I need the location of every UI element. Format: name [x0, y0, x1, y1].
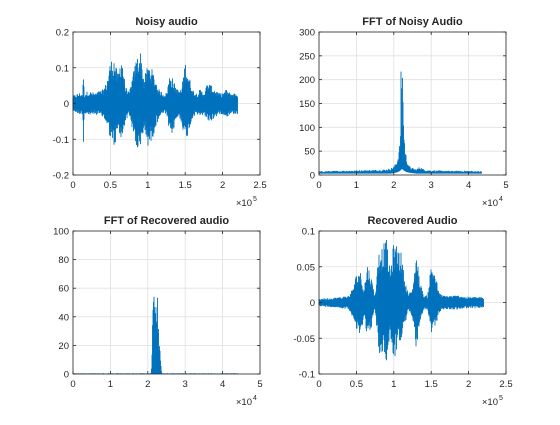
x-tick-label: 0: [316, 379, 321, 390]
x-tick-label: 1.5: [179, 180, 192, 191]
x-tick-label: 5: [503, 180, 508, 191]
y-tick-label: 100: [299, 123, 315, 134]
chart-title: Noisy audio: [135, 16, 198, 28]
series-1-line: [318, 71, 482, 174]
y-tick-label: 100: [53, 227, 69, 238]
x-tick-label: 3: [183, 379, 188, 390]
chart-title: FFT of Recovered audio: [104, 215, 230, 227]
x-tick-label: 2: [145, 379, 150, 390]
x-exponent-power: 5: [499, 395, 503, 402]
axes-box: [72, 230, 261, 375]
x-exponent-label: ×10: [482, 397, 498, 408]
x-tick-label: 4: [466, 180, 471, 191]
x-tick-label: 0: [70, 180, 75, 191]
x-tick-label: 2: [466, 379, 471, 390]
x-tick-label: 2.5: [253, 180, 266, 191]
x-tick-label: 3: [429, 180, 434, 191]
y-tick-label: 200: [299, 75, 315, 86]
x-tick-label: 1: [108, 379, 113, 390]
x-tick-label: 4: [220, 379, 225, 390]
x-tick-label: 2: [391, 180, 396, 191]
x-exponent-label: ×10: [482, 198, 498, 209]
x-exponent-power: 4: [499, 196, 503, 203]
y-tick-label: 40: [58, 312, 69, 323]
x-tick-label: 0: [70, 379, 75, 390]
x-exponent-label: ×10: [236, 198, 252, 209]
y-tick-label: 300: [299, 28, 315, 39]
y-tick-label: 60: [58, 284, 69, 295]
chart-title: FFT of Noisy Audio: [362, 16, 463, 28]
x-exponent-power: 4: [253, 395, 257, 402]
x-tick-label: 0.5: [104, 180, 117, 191]
x-tick-label: 2.5: [499, 379, 512, 390]
x-tick-label: 1: [354, 180, 359, 191]
y-tick-label: -0.1: [299, 370, 315, 381]
y-tick-label: -0.1: [53, 135, 69, 146]
y-tick-label: 0: [64, 99, 69, 110]
x-tick-label: 1.5: [425, 379, 438, 390]
y-tick-label: 0: [64, 370, 69, 381]
y-tick-label: 0.05: [297, 262, 316, 273]
x-tick-label: 5: [257, 379, 262, 390]
x-tick-label: 1: [391, 379, 396, 390]
y-tick-label: 80: [58, 255, 69, 266]
series-1-line: [318, 240, 484, 361]
chart-title: Recovered Audio: [367, 215, 457, 227]
y-tick-label: 0.1: [302, 227, 315, 238]
y-tick-label: -0.2: [53, 171, 69, 182]
x-tick-label: 2: [220, 180, 225, 191]
x-exponent-label: ×10: [236, 397, 252, 408]
y-tick-label: 0.1: [56, 63, 69, 74]
x-tick-label: 0.5: [350, 379, 363, 390]
x-exponent-power: 5: [253, 196, 257, 203]
y-tick-label: 0.2: [56, 28, 69, 39]
x-tick-label: 0: [316, 180, 321, 191]
y-tick-label: 0: [310, 171, 315, 182]
x-tick-label: 1: [145, 180, 150, 191]
y-tick-label: -0.05: [293, 334, 315, 345]
y-tick-label: 20: [58, 341, 69, 352]
chart-panel-4: 0 0.5 1 1.5 2 2.5 -0.1 -0.05 0 0.05 0.1 ×10 5 Recover…: [293, 215, 512, 408]
series-1-line: [72, 296, 238, 374]
y-tick-label: 50: [304, 147, 315, 158]
y-tick-label: 0: [310, 298, 315, 309]
y-tick-label: 150: [299, 99, 315, 110]
y-tick-label: 250: [299, 51, 315, 62]
chart-panel-1: 0 0.5 1 1.5 2 2.5 -0.2 -0.1 0 0.1 0.2 ×10 5 Noisy aud…: [53, 16, 267, 209]
